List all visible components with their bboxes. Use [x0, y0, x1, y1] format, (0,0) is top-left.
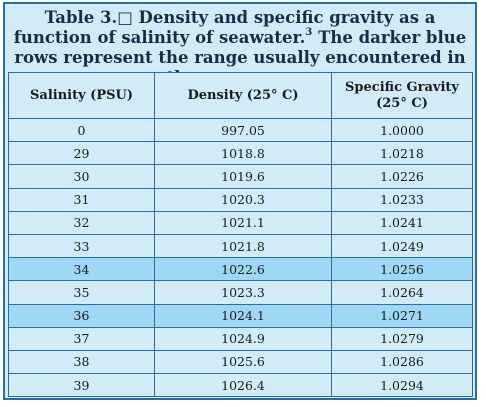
- cell-density: 1019.6: [154, 164, 332, 189]
- cell-salinity: 38: [8, 349, 155, 375]
- cell-specific-gravity: 1.0249: [331, 233, 473, 259]
- table-row: 35 1023.3 1.0264: [8, 280, 473, 305]
- cell-specific-gravity: 1.0294: [331, 373, 473, 398]
- table-row: 38 1025.6 1.0286: [8, 349, 473, 375]
- cell-density: 1023.3: [154, 280, 332, 305]
- cell-salinity: 36: [8, 303, 155, 328]
- table-row: 39 1026.4 1.0294: [8, 373, 473, 398]
- cell-density: 1018.8: [154, 141, 332, 166]
- caption-footnote-ref: 3: [305, 27, 313, 38]
- cell-specific-gravity: 1.0279: [331, 326, 473, 351]
- cell-density: 1025.6: [154, 349, 332, 375]
- cell-specific-gravity: 1.0226: [331, 164, 473, 189]
- cell-density: 1024.9: [154, 326, 332, 351]
- table-row: 37 1024.9 1.0279: [8, 326, 473, 351]
- cell-density: 1022.6: [154, 257, 332, 282]
- cell-salinity: 29: [8, 141, 155, 166]
- cell-salinity: 33: [8, 233, 155, 259]
- cell-specific-gravity: 1.0000: [331, 117, 473, 143]
- cell-density: 997.05: [154, 117, 332, 143]
- table-row: 30 1019.6 1.0226: [8, 164, 473, 189]
- cell-salinity: 37: [8, 326, 155, 351]
- table-row: 34 1022.6 1.0256: [8, 257, 473, 282]
- header-density: Density (25° C): [154, 72, 332, 119]
- header-specific-gravity: Specific Gravity (25° C): [331, 72, 473, 119]
- cell-specific-gravity: 1.0271: [331, 303, 473, 328]
- cell-density: 1021.8: [154, 233, 332, 259]
- cell-salinity: 34: [8, 257, 155, 282]
- caption-text: Table 3.□ Density and specific gravity a…: [13, 8, 436, 47]
- cell-density: 1026.4: [154, 373, 332, 398]
- table-frame: Table 3.□ Density and specific gravity a…: [3, 2, 477, 400]
- table-row: 32 1021.1 1.0241: [8, 210, 473, 235]
- header-salinity: Salinity (PSU): [8, 72, 155, 119]
- salinity-table: Salinity (PSU) Density (25° C) Specific …: [8, 72, 473, 398]
- table-row: 0 997.05 1.0000: [8, 117, 473, 143]
- cell-specific-gravity: 1.0264: [331, 280, 473, 305]
- table-body: 0 997.05 1.0000 29 1018.8 1.0218 30 1019.6 1.022…: [8, 117, 473, 398]
- cell-specific-gravity: 1.0256: [331, 257, 473, 282]
- cell-salinity: 35: [8, 280, 155, 305]
- table-row: 31 1020.3 1.0233: [8, 187, 473, 212]
- cell-specific-gravity: 1.0286: [331, 349, 473, 375]
- table-row: 29 1018.8 1.0218: [8, 141, 473, 166]
- cell-specific-gravity: 1.0241: [331, 210, 473, 235]
- table-row: 33 1021.8 1.0249: [8, 233, 473, 259]
- table-caption: Table 3.□ Density and specific gravity a…: [5, 4, 475, 87]
- cell-salinity: 32: [8, 210, 155, 235]
- cell-specific-gravity: 1.0218: [331, 141, 473, 166]
- cell-salinity: 0: [8, 117, 155, 143]
- cell-density: 1021.1: [154, 210, 332, 235]
- cell-density: 1020.3: [154, 187, 332, 212]
- cell-salinity: 31: [8, 187, 155, 212]
- cell-salinity: 39: [8, 373, 155, 398]
- header-row: Salinity (PSU) Density (25° C) Specific …: [8, 72, 473, 119]
- cell-density: 1024.1: [154, 303, 332, 328]
- cell-specific-gravity: 1.0233: [331, 187, 473, 212]
- table-row: 36 1024.1 1.0271: [8, 303, 473, 328]
- cell-salinity: 30: [8, 164, 155, 189]
